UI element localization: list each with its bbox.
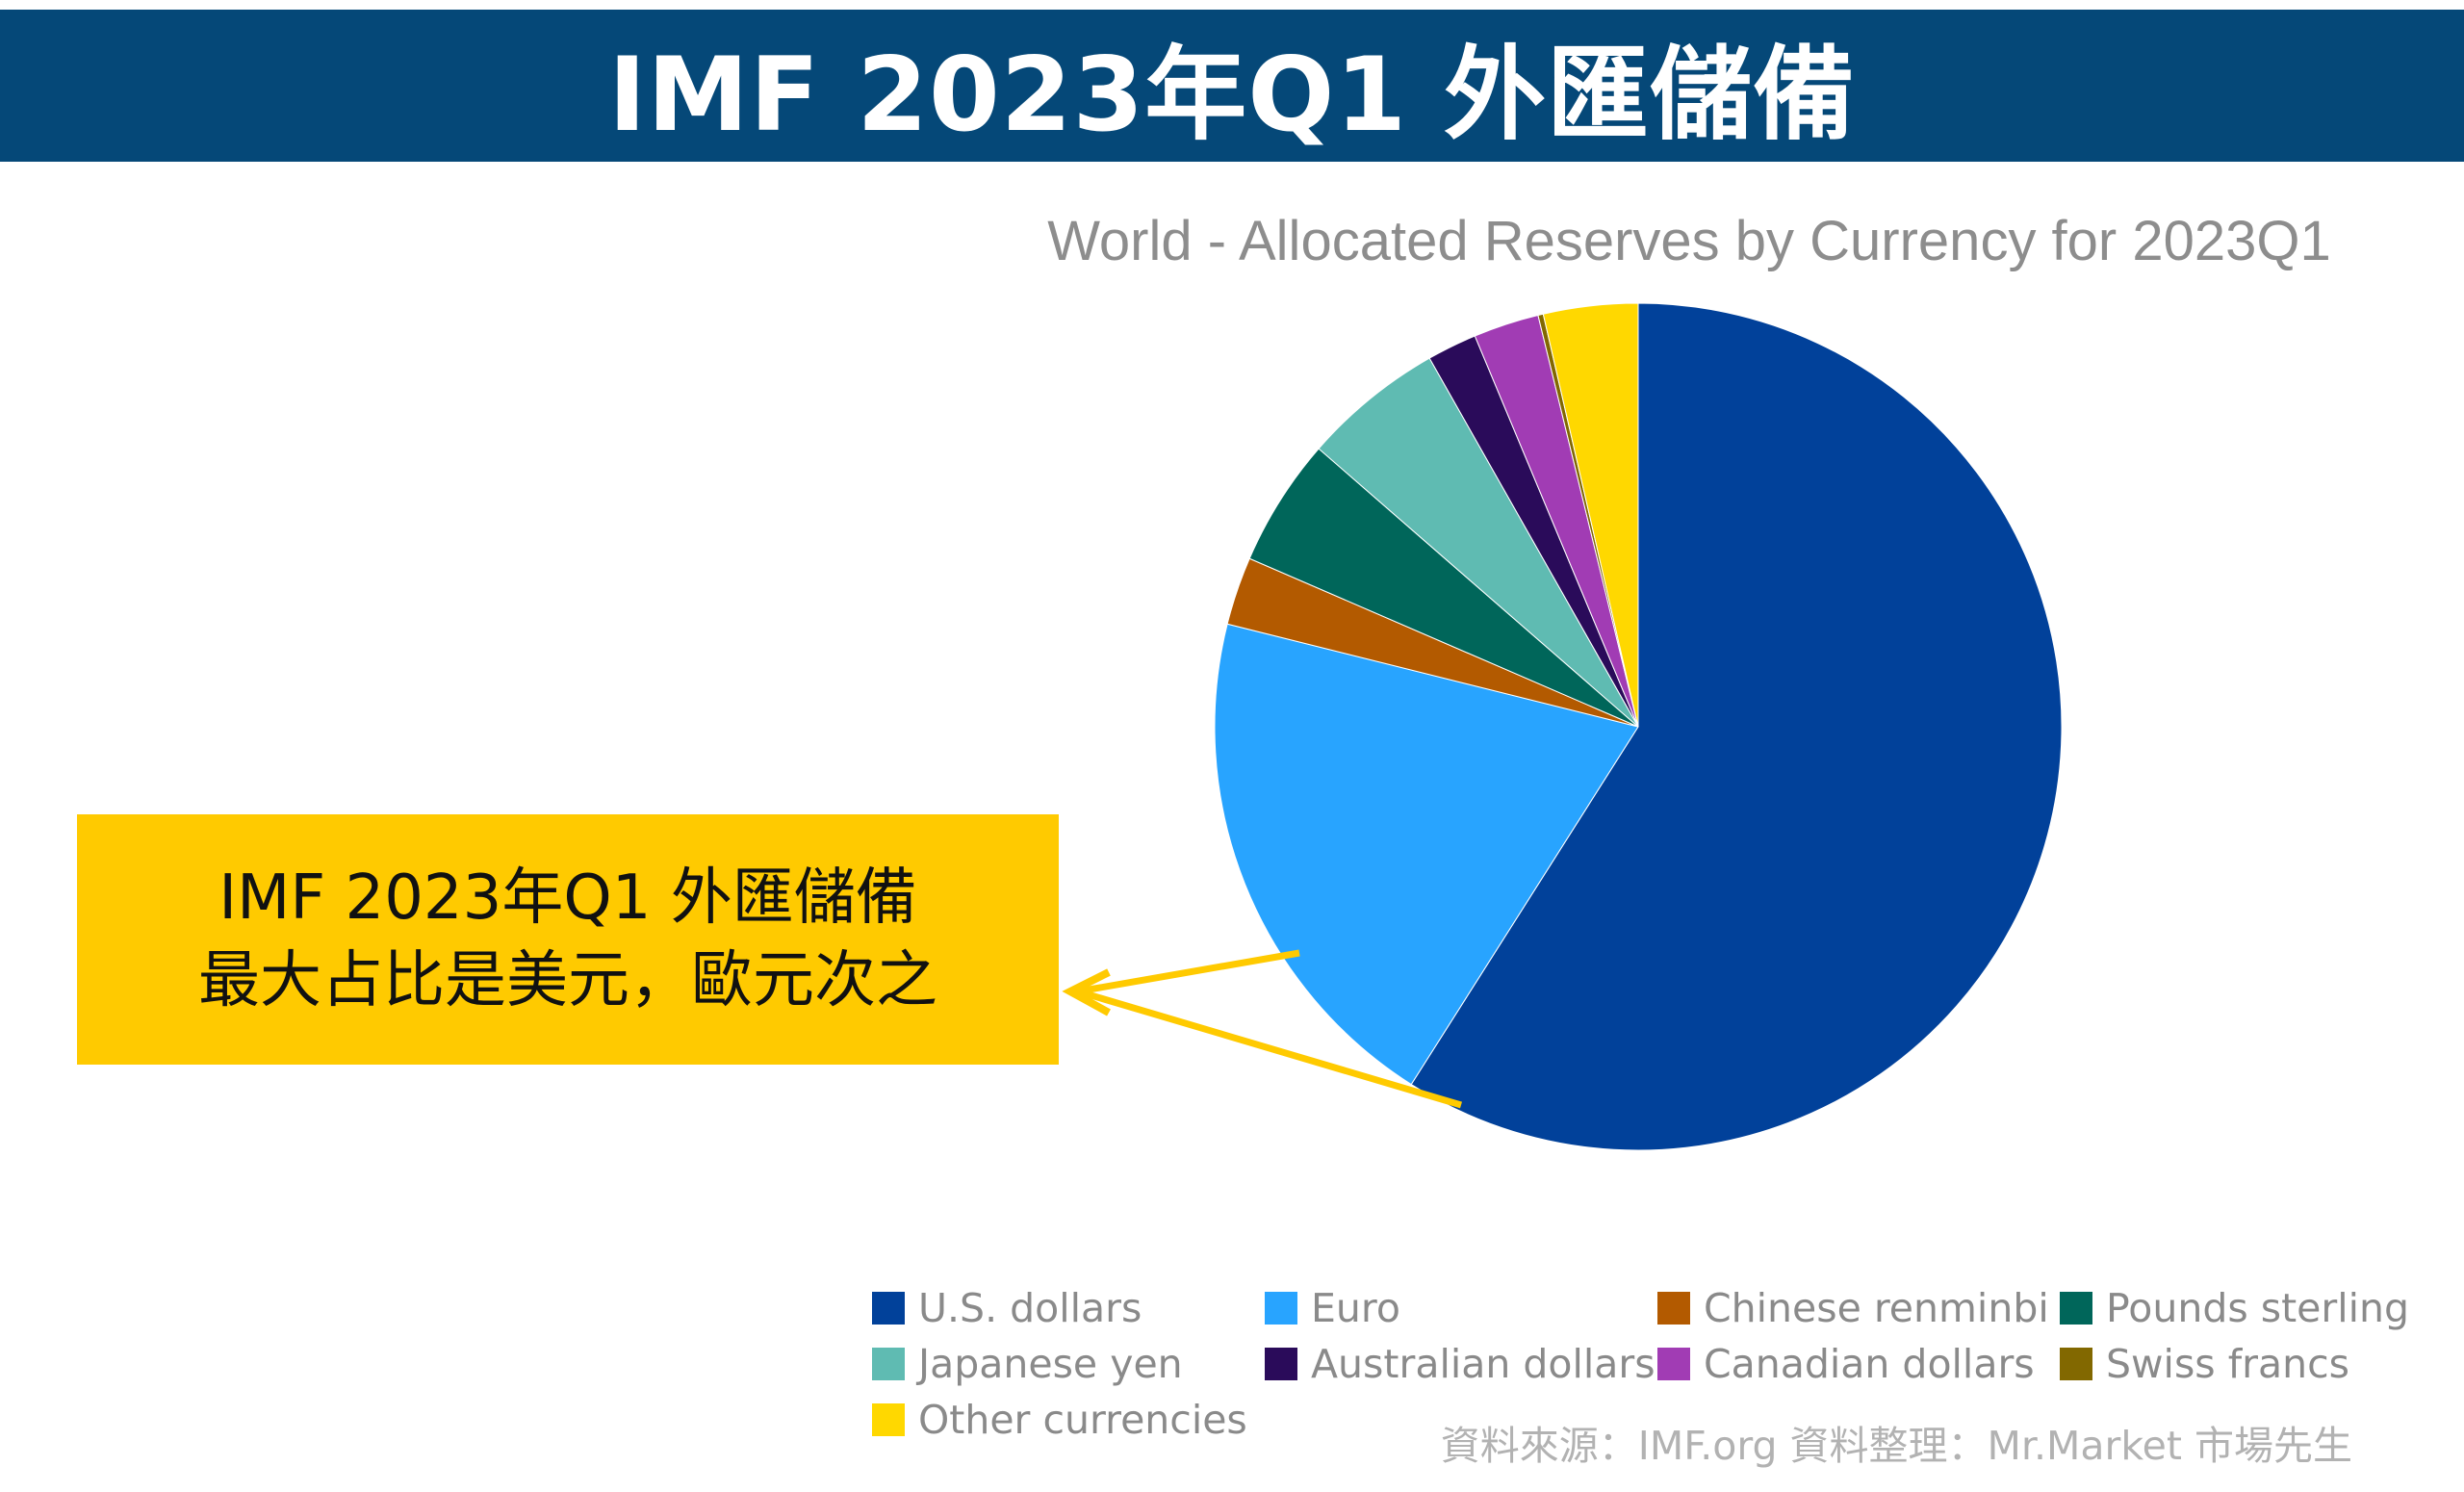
source-note: 資料來源：IMF.org 資料整理：Mr.Market 市場先生 bbox=[1440, 1423, 2352, 1469]
legend-item: Japanese yen bbox=[872, 1341, 1183, 1387]
legend-item: Euro bbox=[1265, 1285, 1400, 1331]
legend-swatch bbox=[1265, 1292, 1297, 1325]
arrow-line-upper bbox=[1077, 949, 1300, 995]
legend-item: Other currencies bbox=[872, 1397, 1247, 1443]
chart-legend: U.S. dollars Euro Chinese renminbi Pounds s… bbox=[872, 1285, 2412, 1459]
chart-title: World - Allocated Reserves by Currency f… bbox=[1047, 210, 2331, 272]
callout-line-2: 最大占比是美元，歐元次之 bbox=[198, 945, 937, 1016]
legend-swatch bbox=[1657, 1292, 1690, 1325]
legend-item: U.S. dollars bbox=[872, 1285, 1142, 1331]
legend-swatch bbox=[872, 1292, 905, 1325]
page-title: IMF 2023年Q1 外匯儲備 bbox=[607, 36, 1857, 154]
callout-arrow bbox=[1062, 949, 1462, 1109]
legend-label: Swiss francs bbox=[2106, 1341, 2350, 1387]
legend-swatch bbox=[872, 1403, 905, 1436]
legend-item: Swiss francs bbox=[2060, 1341, 2350, 1387]
legend-label: Japanese yen bbox=[918, 1341, 1183, 1387]
callout-line-1: IMF 2023年Q1 外匯儲備 bbox=[218, 862, 917, 934]
legend-item: Australian dollars bbox=[1265, 1341, 1656, 1387]
title-banner: IMF 2023年Q1 外匯儲備 bbox=[0, 10, 2464, 162]
arrow-line-lower bbox=[1077, 988, 1462, 1109]
legend-swatch bbox=[2060, 1348, 2092, 1380]
legend-item: Chinese renminbi bbox=[1657, 1285, 2049, 1331]
pie-slice-japanese-yen bbox=[1318, 357, 1639, 728]
pie-slice-euro bbox=[1214, 623, 1639, 1086]
pie-slice-other-currencies bbox=[1542, 302, 1639, 728]
legend-label: Canadian dollars bbox=[1704, 1341, 2035, 1387]
legend-label: Pounds sterling bbox=[2106, 1285, 2410, 1331]
legend-label: Australian dollars bbox=[1311, 1341, 1656, 1387]
legend-swatch bbox=[872, 1348, 905, 1380]
legend-item: Canadian dollars bbox=[1657, 1341, 2035, 1387]
legend-label: Chinese renminbi bbox=[1704, 1285, 2049, 1331]
pie-slices bbox=[1214, 302, 2063, 1151]
arrow-head-icon bbox=[1062, 968, 1111, 1016]
legend-label: Other currencies bbox=[918, 1397, 1247, 1443]
legend-label: Euro bbox=[1311, 1285, 1400, 1331]
legend-label: U.S. dollars bbox=[918, 1285, 1142, 1331]
legend-item: Pounds sterling bbox=[2060, 1285, 2410, 1331]
legend-swatch bbox=[1657, 1348, 1690, 1380]
legend-swatch bbox=[2060, 1292, 2092, 1325]
callout-box: IMF 2023年Q1 外匯儲備 最大占比是美元，歐元次之 bbox=[77, 814, 1059, 1065]
pie-slice-u-s-dollars bbox=[1410, 302, 2063, 1151]
legend-swatch bbox=[1265, 1348, 1297, 1380]
